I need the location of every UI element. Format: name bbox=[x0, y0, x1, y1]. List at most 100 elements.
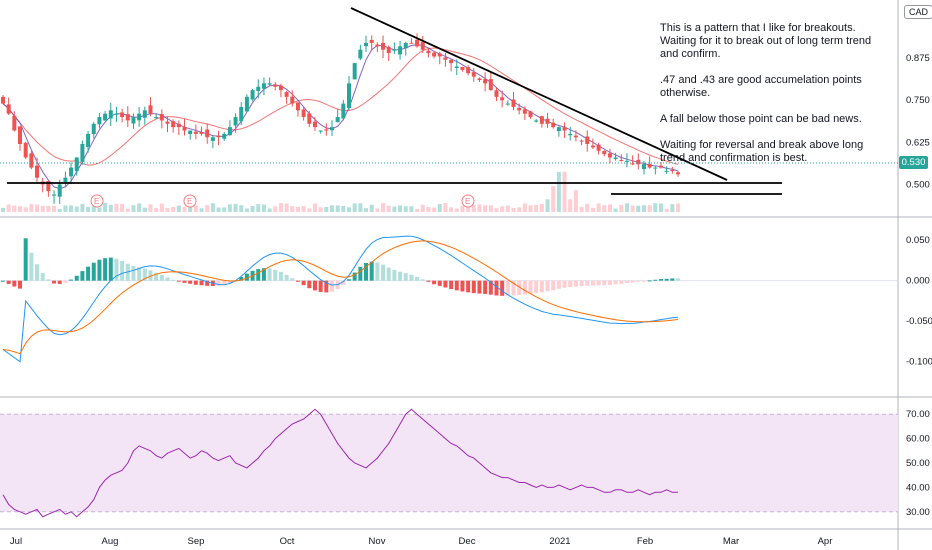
macd-histogram-bar bbox=[641, 280, 646, 282]
macd-histogram-bar bbox=[176, 280, 181, 282]
volume-bar bbox=[375, 208, 380, 212]
volume-bar bbox=[199, 208, 204, 212]
candle-body bbox=[35, 165, 40, 178]
macd-histogram-bar bbox=[562, 280, 567, 288]
rsi-line bbox=[2, 408, 678, 518]
candle-body bbox=[239, 106, 244, 122]
volume-bar bbox=[443, 203, 448, 212]
candle-body bbox=[658, 165, 663, 168]
volume-bar bbox=[641, 205, 646, 212]
candle-body bbox=[142, 110, 147, 118]
volume-bar bbox=[539, 203, 544, 212]
candle-body bbox=[636, 159, 641, 165]
time-axis-label[interactable]: Sep bbox=[188, 536, 205, 547]
candle-body bbox=[80, 144, 85, 162]
time-axis-label[interactable]: Oct bbox=[280, 536, 295, 547]
time-axis-label[interactable]: Feb bbox=[637, 536, 653, 547]
earnings-marker bbox=[90, 194, 104, 208]
volume-bar bbox=[613, 208, 618, 212]
candle-body bbox=[52, 194, 57, 196]
volume-bar bbox=[23, 207, 28, 212]
volume-bar bbox=[193, 205, 198, 212]
time-axis-label[interactable]: Dec bbox=[459, 536, 476, 547]
annotation-note: This is a pattern that I like for breako… bbox=[660, 22, 890, 178]
macd-histogram-bar bbox=[18, 280, 23, 289]
volume-bar bbox=[57, 208, 62, 212]
macd-histogram-bar bbox=[426, 280, 431, 282]
volume-bar bbox=[18, 206, 23, 212]
time-axis-label[interactable]: Nov bbox=[369, 536, 386, 547]
earnings-marker-label: E bbox=[94, 197, 99, 206]
volume-bar bbox=[91, 206, 96, 212]
macd-histogram-bar bbox=[364, 262, 369, 281]
time-axis[interactable]: Jul Aug Sep Oct Nov Dec 2021 Feb Mar Apr bbox=[10, 536, 832, 547]
macd-histogram-bar bbox=[534, 280, 539, 294]
candle-body bbox=[227, 127, 232, 136]
volume-bar bbox=[420, 204, 425, 212]
volume-bar bbox=[69, 205, 74, 212]
macd-histogram-bar bbox=[171, 279, 176, 281]
volume-bar bbox=[114, 203, 119, 212]
macd-histogram-bar bbox=[545, 280, 550, 292]
volume-bar bbox=[454, 208, 459, 212]
macd-histogram-bar bbox=[301, 280, 306, 286]
macd-histogram-bar bbox=[511, 280, 516, 296]
macd-histogram-bar bbox=[590, 280, 595, 286]
volume-bar bbox=[494, 208, 499, 212]
macd-histogram-bar bbox=[318, 280, 323, 292]
volume-bar bbox=[607, 204, 612, 212]
price-axis[interactable]: 0.875 0.750 0.625 0.500 0.050 0.000 -0.050 -0.1… bbox=[906, 53, 932, 518]
time-axis-label[interactable]: Jul bbox=[10, 536, 22, 547]
candle-body bbox=[91, 123, 96, 134]
candle-body bbox=[307, 113, 312, 124]
macd-histogram-bar bbox=[352, 272, 357, 281]
macd-pane[interactable] bbox=[1, 235, 680, 363]
candle-body bbox=[97, 117, 102, 125]
volume-bar bbox=[74, 206, 79, 212]
volume-bar bbox=[137, 203, 142, 212]
time-axis-label[interactable]: 2021 bbox=[549, 536, 570, 547]
macd-histogram-bar bbox=[159, 275, 164, 281]
volume-bar bbox=[624, 203, 629, 212]
volume-bar bbox=[182, 206, 187, 212]
volume-bar bbox=[233, 203, 238, 212]
candle-body bbox=[460, 66, 465, 70]
macd-histogram-bar bbox=[573, 280, 578, 287]
macd-histogram-bar bbox=[29, 252, 34, 281]
rsi-tick-label: 60.00 bbox=[906, 434, 930, 445]
time-axis-label[interactable]: Mar bbox=[723, 536, 739, 547]
macd-histogram-bar bbox=[437, 280, 442, 286]
candle-body bbox=[579, 140, 584, 142]
candle-body bbox=[131, 117, 136, 124]
volume-bar bbox=[278, 203, 283, 212]
macd-histogram-bar bbox=[120, 260, 125, 281]
volume-bar bbox=[517, 207, 522, 212]
macd-histogram-bar bbox=[108, 257, 113, 281]
rsi-pane[interactable] bbox=[0, 408, 898, 518]
volume-bar bbox=[647, 205, 652, 212]
volume-bar bbox=[154, 208, 159, 212]
candle-body bbox=[193, 131, 198, 134]
candle-body bbox=[205, 129, 210, 138]
volume-bar bbox=[301, 206, 306, 212]
time-axis-label[interactable]: Aug bbox=[102, 536, 119, 547]
price-tick-label: 0.500 bbox=[906, 179, 930, 190]
macd-histogram-bar bbox=[528, 280, 533, 294]
candle-body bbox=[488, 79, 493, 91]
rsi-tick-label: 70.00 bbox=[906, 409, 930, 420]
macd-histogram-bar bbox=[52, 280, 57, 284]
candle-body bbox=[676, 172, 680, 175]
candle-body bbox=[103, 113, 108, 121]
candle-body bbox=[216, 135, 221, 138]
price-tick-label: 0.625 bbox=[906, 137, 930, 148]
candle-body bbox=[182, 127, 187, 131]
macd-histogram-bar bbox=[369, 261, 374, 281]
volume-bar bbox=[409, 206, 414, 212]
time-axis-label[interactable]: Apr bbox=[818, 536, 833, 547]
signal-line bbox=[2, 240, 679, 355]
currency-badge[interactable]: CAD bbox=[904, 5, 932, 19]
volume-bar bbox=[590, 207, 595, 212]
candle-body bbox=[165, 121, 170, 124]
